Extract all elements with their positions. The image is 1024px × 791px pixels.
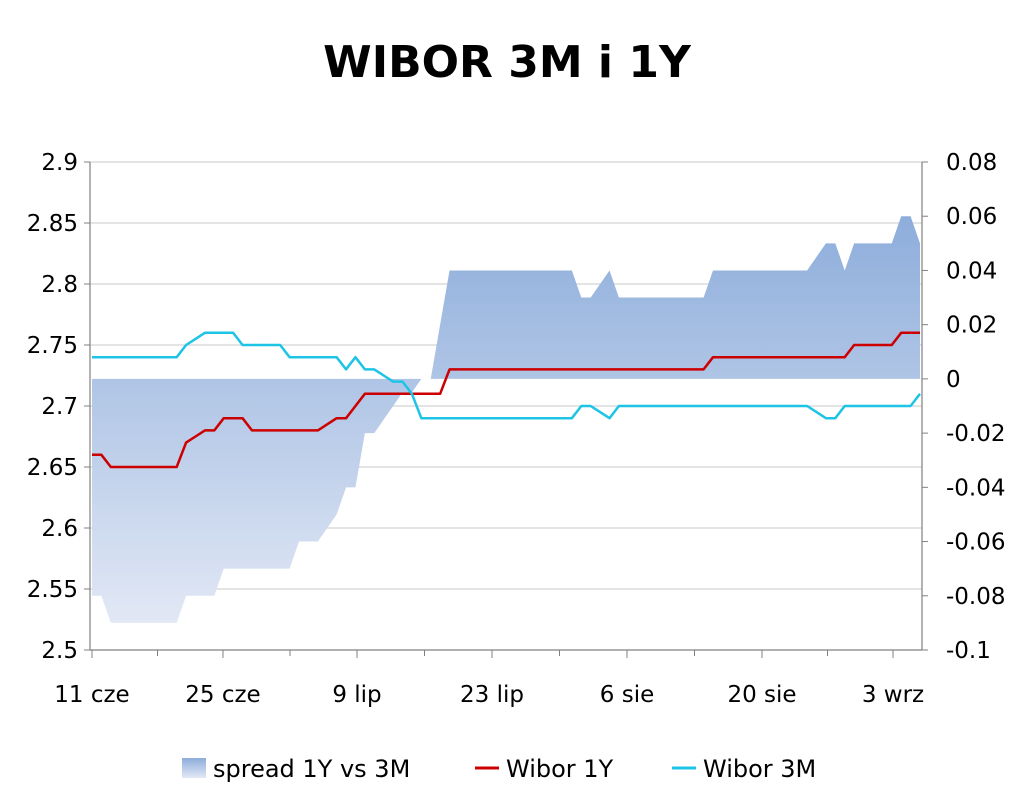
y-left-tick-label: 2.75 <box>27 333 78 359</box>
y-right-tick-label: 0.04 <box>946 258 997 284</box>
tick-labels: 2.5 2.55 2.6 2.65 2.7 2.75 2.8 2.85 2.9 -0.1 -0.08… <box>27 150 1006 708</box>
legend-swatch-spread <box>182 758 206 778</box>
y-left-tick-label: 2.7 <box>41 394 78 420</box>
spread-area <box>92 216 920 623</box>
y-left-tick-label: 2.85 <box>27 211 78 237</box>
y-left-tick-label: 2.6 <box>41 516 78 542</box>
x-tick-label: 6 sie <box>600 682 654 708</box>
x-tick-label: 9 lip <box>332 682 381 708</box>
y-right-tick-label: -0.08 <box>946 584 1006 610</box>
y-right-tick-label: -0.02 <box>946 421 1006 447</box>
y-right-tick-label: -0.1 <box>946 638 991 664</box>
y-left-tick-label: 2.65 <box>27 455 78 481</box>
y-right-tick-label: 0.02 <box>946 313 997 339</box>
x-tick-label: 11 cze <box>54 682 129 708</box>
x-tick-label: 25 cze <box>185 682 260 708</box>
y-left-tick-label: 2.5 <box>41 638 78 664</box>
y-right-tick-label: 0 <box>946 367 961 393</box>
y-left-tick-label: 2.55 <box>27 577 78 603</box>
chart-title: WIBOR 3M i 1Y <box>323 37 692 88</box>
legend-label: Wibor 1Y <box>506 755 614 783</box>
y-right-tick-label: 0.06 <box>946 204 997 230</box>
x-tick-label: 3 wrz <box>862 682 924 708</box>
series-lines <box>92 331 921 469</box>
y-right-tick-label: -0.06 <box>946 530 1006 556</box>
legend-label: spread 1Y vs 3M <box>213 755 410 783</box>
legend: spread 1Y vs 3M Wibor 1Y Wibor 3M <box>182 755 816 783</box>
series-line-wibor-1y <box>92 331 920 469</box>
x-tick-label: 20 sie <box>727 682 796 708</box>
axes <box>84 161 928 658</box>
series-line-wibor-3m <box>92 331 921 420</box>
y-right-tick-label: 0.08 <box>946 150 997 176</box>
y-left-tick-label: 2.9 <box>41 150 78 176</box>
y-right-tick-label: -0.04 <box>946 475 1006 501</box>
x-tick-label: 23 lip <box>460 682 524 708</box>
legend-label: Wibor 3M <box>703 755 816 783</box>
y-left-tick-label: 2.8 <box>41 272 78 298</box>
spread-area-layer <box>92 216 920 623</box>
